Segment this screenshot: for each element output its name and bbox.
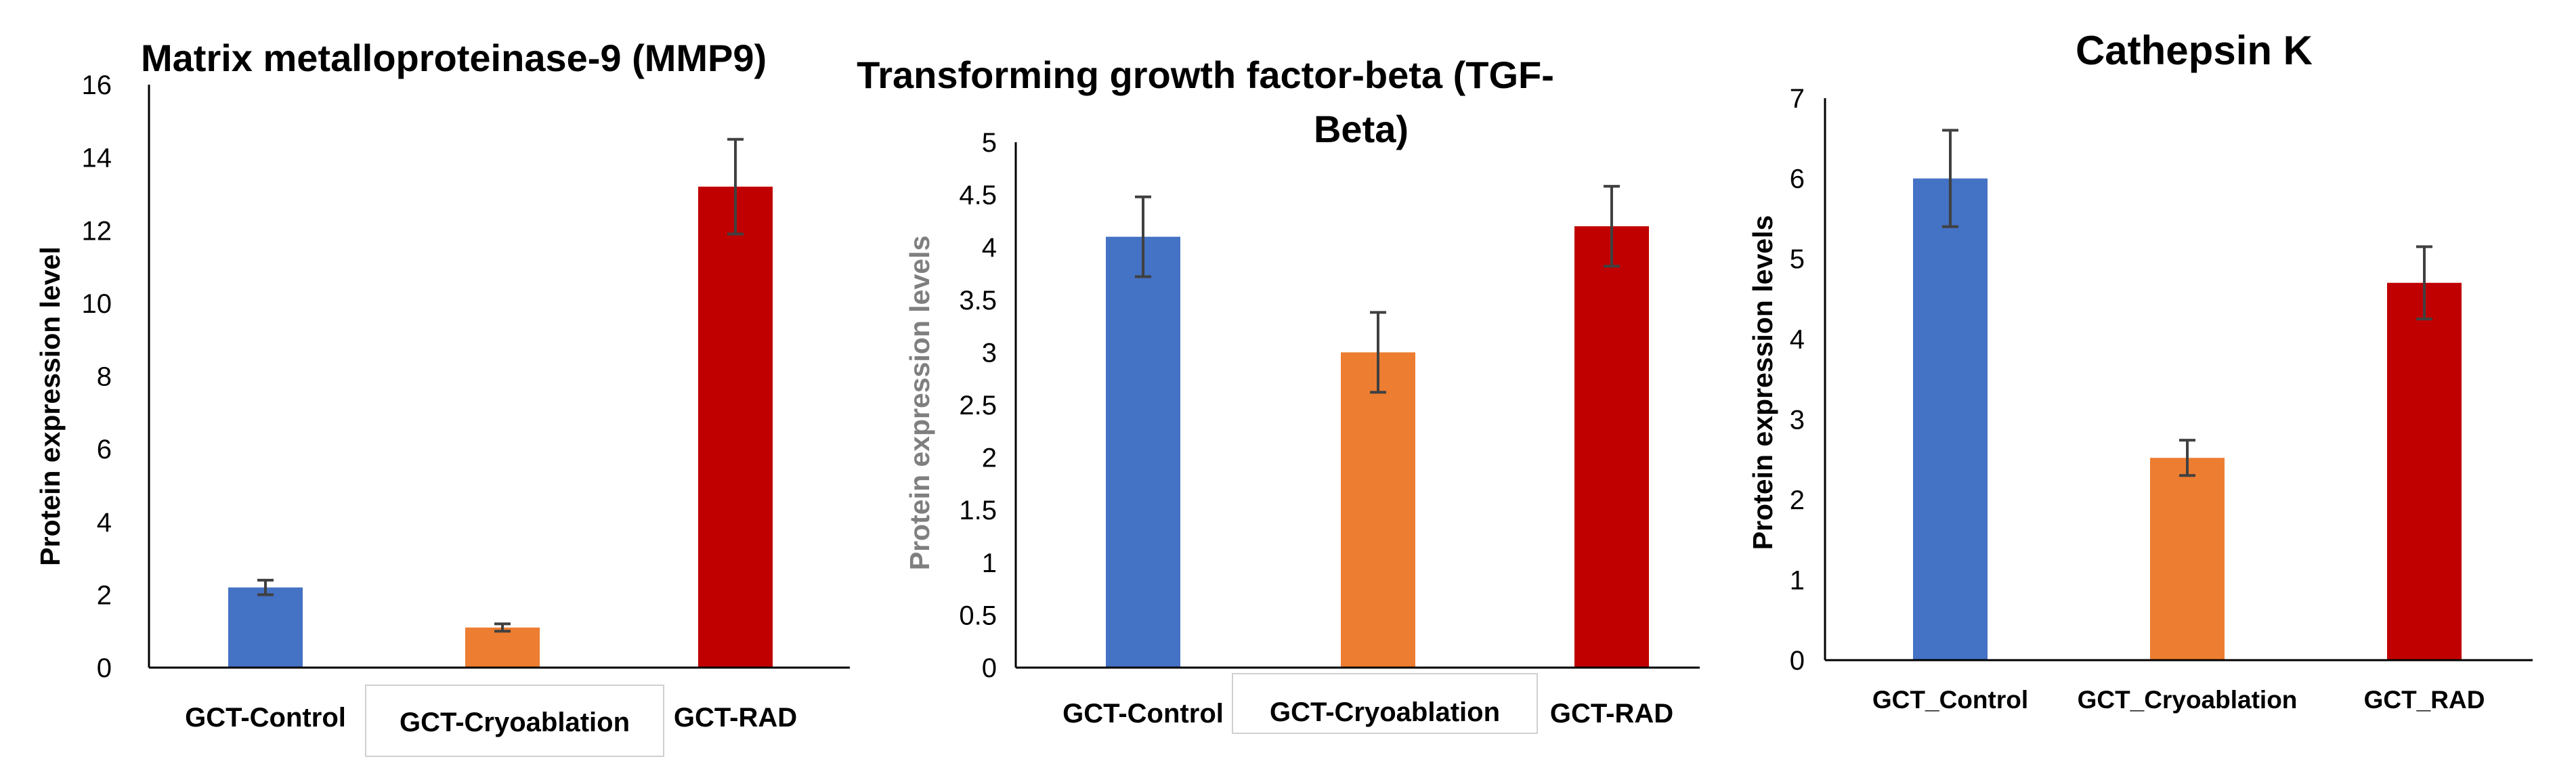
y-tick-label: 3 [982, 338, 997, 368]
y-tick-label: 2 [982, 443, 997, 473]
error-bar [2179, 439, 2195, 477]
x-tick-label: GCT-Control [185, 703, 346, 733]
y-tick-label: 6 [1790, 165, 1805, 194]
chart-title: Matrix metalloproteinase-9 (MMP9) [141, 37, 767, 79]
y-tick-label: 12 [82, 216, 112, 246]
y-tick-labels: 0 2 4 6 8 10 12 14 16 [82, 70, 112, 683]
chart-title-line-2: Beta) [1314, 108, 1409, 150]
x-tick-label: GCT_RAD [2364, 686, 2485, 714]
error-bar [257, 578, 274, 597]
chart-title: Cathepsin K [2076, 28, 2313, 73]
y-tick-label: 4 [97, 508, 112, 538]
y-tick-label: 3.5 [959, 286, 997, 316]
bar-gct-cryoablation [2150, 458, 2225, 660]
chart-tgf-beta: Transforming growth factor-beta (TGF- Be… [857, 53, 1700, 734]
y-tick-label: 5 [1790, 244, 1805, 274]
x-tick-label: GCT-Control [1062, 699, 1224, 729]
y-tick-labels: 0 0.5 1 1.5 2 2.5 3 3.5 4 4.5 5 [959, 128, 997, 683]
x-tick-label: GCT_Cryoablation [2078, 686, 2298, 714]
y-tick-label: 0 [982, 653, 997, 683]
bars [1106, 185, 1649, 668]
y-tick-label: 5 [982, 128, 997, 158]
error-bar [1370, 311, 1386, 394]
bars [1913, 129, 2462, 661]
category-label-box [365, 685, 664, 757]
x-tick-label: GCT_Control [1872, 686, 2028, 714]
y-tick-label: 4.5 [959, 181, 997, 211]
bar-gct-control [1913, 178, 1988, 661]
x-tick-label: GCT-Cryoablation [400, 708, 630, 737]
y-tick-label: 1.5 [959, 496, 997, 525]
error-bar [1604, 185, 1620, 268]
error-bar [1135, 195, 1151, 278]
y-tick-label: 14 [82, 144, 112, 173]
y-tick-label: 4 [1790, 325, 1805, 355]
error-bar [1942, 129, 1958, 228]
bar-gct-control [1106, 236, 1180, 668]
error-bar [494, 622, 511, 633]
y-tick-label: 4 [982, 233, 997, 263]
bar-gct-rad [1574, 226, 1649, 668]
bars [228, 137, 773, 668]
y-tick-label: 8 [97, 362, 112, 392]
y-tick-label: 2.5 [959, 391, 997, 420]
chart-mmp9: Matrix metalloproteinase-9 (MMP9) Protei… [35, 37, 850, 757]
y-tick-label: 0 [97, 653, 112, 683]
error-bar [727, 137, 744, 236]
y-tick-label: 1 [1790, 565, 1805, 595]
bar-gct-rad [2387, 282, 2462, 660]
y-tick-label: 7 [1790, 84, 1805, 114]
y-tick-label: 0 [1790, 646, 1805, 676]
bar-gct-control [228, 587, 303, 668]
error-bar [2416, 245, 2432, 321]
y-tick-label: 3 [1790, 405, 1805, 435]
chart-cathepsin-k: Cathepsin K Protein expression levels 0 … [1747, 28, 2533, 714]
y-tick-label: 6 [97, 435, 112, 464]
y-tick-label: 0.5 [959, 601, 997, 630]
y-tick-label: 10 [82, 289, 112, 319]
y-tick-label: 1 [982, 548, 997, 578]
bar-gct-cryoablation [1341, 352, 1415, 668]
y-tick-labels: 0 1 2 3 4 5 6 7 [1790, 84, 1805, 676]
y-tick-label: 2 [1790, 485, 1805, 515]
y-axis-label: Protein expression levels [904, 236, 935, 571]
x-tick-label: GCT-RAD [674, 703, 797, 733]
y-tick-label: 16 [82, 70, 112, 100]
y-axis-label: Protein expression level [35, 246, 66, 566]
bar-gct-rad [698, 186, 773, 668]
y-axis-label: Protein expression levels [1747, 215, 1778, 550]
x-tick-label: GCT-Cryoablation [1270, 697, 1500, 727]
y-tick-label: 2 [97, 580, 112, 610]
x-tick-label: GCT-RAD [1550, 699, 1673, 729]
chart-title-line-1: Transforming growth factor-beta (TGF- [857, 53, 1554, 96]
category-label-box [1232, 673, 1538, 734]
bar-gct-cryoablation [465, 627, 540, 668]
